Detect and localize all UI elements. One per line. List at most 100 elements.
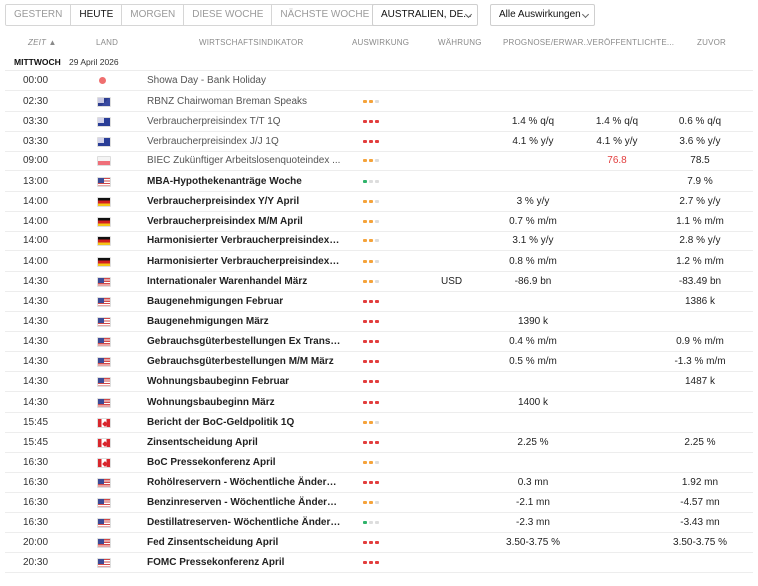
col-time-header[interactable]: ZEIT ▲ — [28, 38, 57, 47]
event-name[interactable]: Wohnungsbaubeginn März — [147, 397, 275, 408]
event-time: 09:00 — [23, 155, 49, 166]
event-name[interactable]: Harmonisierter Verbraucherpreisindex M/.… — [147, 256, 341, 267]
table-row[interactable]: 15:45 Zinsentscheidung April 2.25 % 2.25 % — [5, 433, 753, 453]
event-name[interactable]: Verbraucherpreisindex T/T 1Q — [147, 116, 281, 127]
event-name[interactable]: BIEC Zukünftiger Arbeitslosenquoteindex … — [147, 155, 341, 166]
table-row[interactable]: 20:30 FOMC Pressekonferenz April — [5, 553, 753, 573]
day-group-header: MITTWOCH 29 April 2026 — [5, 53, 753, 71]
event-time: 14:30 — [23, 276, 49, 287]
table-row[interactable]: 14:30 Wohnungsbaubeginn März 1400 k — [5, 393, 753, 413]
table-row[interactable]: 03:30 Verbraucherpreisindex T/T 1Q 1.4 % q… — [5, 112, 753, 132]
flag-us-icon — [97, 377, 111, 387]
event-name[interactable]: Bericht der BoC-Geldpolitik 1Q — [147, 417, 295, 428]
table-row[interactable]: 02:30 RBNZ Chairwoman Breman Speaks — [5, 92, 753, 112]
table-row[interactable]: 09:00 BIEC Zukünftiger Arbeitslosenquotei… — [5, 151, 753, 171]
event-name[interactable]: Baugenehmigungen Februar — [147, 296, 284, 307]
event-time: 13:00 — [23, 176, 49, 187]
event-name[interactable]: Verbraucherpreisindex Y/Y April — [147, 196, 300, 207]
event-time: 16:30 — [23, 497, 49, 508]
event-name[interactable]: Verbraucherpreisindex J/J 1Q — [147, 136, 279, 147]
table-row[interactable]: 16:30 Destillatreserven- Wöchentliche Änd… — [5, 513, 753, 533]
event-forecast: 4.1 % y/y — [512, 136, 554, 147]
event-name[interactable]: Baugenehmigungen März — [147, 316, 269, 327]
impact-indicator-icon — [363, 481, 379, 484]
event-previous: -83.49 bn — [678, 276, 722, 287]
table-row[interactable]: 13:00 MBA-Hypothekenanträge Woche 7.9 % — [5, 172, 753, 192]
event-name[interactable]: Benzinreserven - Wöchentliche Änderung .… — [147, 497, 341, 508]
table-row[interactable]: 15:45 Bericht der BoC-Geldpolitik 1Q — [5, 413, 753, 433]
table-row[interactable]: 14:00 Harmonisierter Verbraucherpreisinde… — [5, 252, 753, 272]
event-name[interactable]: Internationaler Warenhandel März — [147, 276, 308, 287]
table-row[interactable]: 14:30 Baugenehmigungen März 1390 k — [5, 312, 753, 332]
event-name[interactable]: MBA-Hypothekenanträge Woche — [147, 176, 302, 187]
event-time: 16:30 — [23, 477, 49, 488]
event-name[interactable]: Showa Day - Bank Holiday — [147, 75, 266, 86]
event-time: 14:00 — [23, 235, 49, 246]
table-row[interactable]: 14:30 Gebrauchsgüterbestellungen M/M März… — [5, 352, 753, 372]
impact-indicator-icon — [363, 441, 379, 444]
table-row[interactable]: 14:00 Harmonisierter Verbraucherpreisinde… — [5, 231, 753, 251]
country-filter-dropdown[interactable]: AUSTRALIEN, DE... — [372, 4, 478, 26]
event-forecast: 0.8 % m/m — [509, 256, 557, 267]
tab-gestern[interactable]: GESTERN — [6, 5, 72, 25]
table-row[interactable]: 14:00 Verbraucherpreisindex M/M April 0.7 … — [5, 212, 753, 232]
table-row[interactable]: 00:00 Showa Day - Bank Holiday — [5, 71, 753, 91]
event-forecast: 0.4 % m/m — [509, 336, 557, 347]
table-row[interactable]: 20:00 Fed Zinsentscheidung April 3.50-3.75… — [5, 533, 753, 553]
event-name[interactable]: Harmonisierter Verbraucherpreisindex Y/Y… — [147, 235, 341, 246]
event-name[interactable]: FOMC Pressekonferenz April — [147, 557, 285, 568]
event-actual: 76.8 — [607, 155, 627, 166]
table-row[interactable]: 14:30 Wohnungsbaubeginn Februar 1487 k — [5, 372, 753, 392]
event-name[interactable]: Fed Zinsentscheidung April — [147, 537, 279, 548]
event-name[interactable]: RBNZ Chairwoman Breman Speaks — [147, 96, 308, 107]
col-country-header: LAND — [96, 38, 119, 47]
tab-group: GESTERN HEUTE MORGEN DIESE WOCHE NÄCHSTE WOC… — [5, 4, 403, 26]
table-row[interactable]: 14:30 Internationaler Warenhandel März USD… — [5, 272, 753, 292]
event-name[interactable]: Wohnungsbaubeginn Februar — [147, 376, 290, 387]
event-name[interactable]: BoC Pressekonferenz April — [147, 457, 276, 468]
event-time: 15:45 — [23, 417, 49, 428]
event-time: 14:30 — [23, 336, 49, 347]
impact-filter-dropdown[interactable]: Alle Auswirkungen — [490, 4, 595, 26]
event-forecast: -2.3 mn — [516, 517, 550, 528]
event-actual: 1.4 % q/q — [595, 116, 639, 127]
impact-indicator-icon — [363, 380, 379, 383]
event-previous: -1.3 % m/m — [674, 356, 726, 367]
table-row[interactable]: 14:00 Verbraucherpreisindex Y/Y April 3 % … — [5, 192, 753, 212]
flag-us-icon — [97, 538, 111, 548]
event-forecast: 1400 k — [517, 397, 549, 408]
event-previous: -4.57 mn — [680, 497, 720, 508]
flag-de-icon — [97, 197, 111, 207]
event-name[interactable]: Gebrauchsgüterbestellungen Ex Transport … — [147, 336, 341, 347]
tab-diese-woche[interactable]: DIESE WOCHE — [184, 5, 273, 25]
event-previous: -3.43 mn — [680, 517, 720, 528]
flag-pl-icon — [97, 156, 111, 166]
table-row[interactable]: 03:30 Verbraucherpreisindex J/J 1Q 4.1 % y… — [5, 132, 753, 152]
table-row[interactable]: 16:30 BoC Pressekonferenz April — [5, 453, 753, 473]
flag-de-icon — [97, 217, 111, 227]
country-filter-value: AUSTRALIEN, DE... — [381, 9, 472, 20]
impact-indicator-icon — [363, 260, 379, 263]
event-actual: 4.1 % y/y — [596, 136, 638, 147]
tab-nächste-woche[interactable]: NÄCHSTE WOCHE — [272, 5, 379, 25]
tab-heute[interactable]: HEUTE — [71, 5, 123, 25]
tab-morgen[interactable]: MORGEN — [122, 5, 185, 25]
impact-indicator-icon — [363, 501, 379, 504]
table-header: ZEIT ▲ LAND WIRTSCHAFTSINDIKATOR AUSWIRK… — [0, 34, 758, 52]
holiday-icon — [99, 77, 106, 84]
event-name[interactable]: Gebrauchsgüterbestellungen M/M März — [147, 356, 334, 367]
event-name[interactable]: Destillatreserven- Wöchentliche Änderung… — [147, 517, 341, 528]
event-forecast: 3.50-3.75 % — [506, 537, 560, 548]
table-row[interactable]: 16:30 Benzinreserven - Wöchentliche Änder… — [5, 493, 753, 513]
col-indicator-header: WIRTSCHAFTSINDIKATOR — [199, 38, 304, 47]
table-row[interactable]: 16:30 Rohölreservern - Wöchentliche Änder… — [5, 473, 753, 493]
event-name[interactable]: Verbraucherpreisindex M/M April — [147, 216, 303, 227]
col-currency-header: WÄHRUNG — [438, 38, 482, 47]
flag-us-icon — [97, 518, 111, 528]
col-previous-header: ZUVOR — [697, 38, 726, 47]
flag-us-icon — [97, 498, 111, 508]
event-name[interactable]: Zinsentscheidung April — [147, 437, 258, 448]
event-name[interactable]: Rohölreservern - Wöchentliche Änderung .… — [147, 477, 341, 488]
table-row[interactable]: 14:30 Gebrauchsgüterbestellungen Ex Trans… — [5, 332, 753, 352]
table-row[interactable]: 14:30 Baugenehmigungen Februar 1386 k — [5, 292, 753, 312]
